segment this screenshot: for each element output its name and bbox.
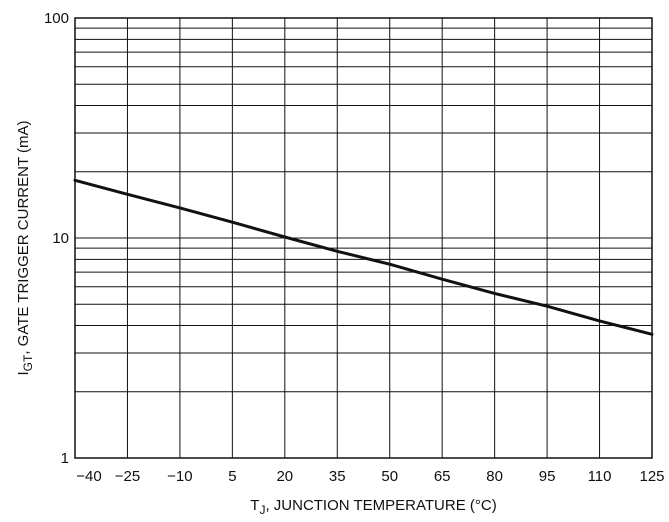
x-tick-label: 65: [434, 468, 451, 485]
y-tick-labels: 1 10 100: [44, 10, 69, 467]
grid: [74, 18, 653, 459]
x-axis-text: , JUNCTION TEMPERATURE (°C): [265, 497, 496, 514]
y-tick-label: 1: [61, 450, 69, 467]
x-tick-label: 20: [276, 468, 293, 485]
x-axis-symbol: T: [250, 497, 259, 514]
x-axis-title: TJ, JUNCTION TEMPERATURE (°C): [250, 497, 496, 517]
x-tick-label: 110: [588, 468, 612, 485]
x-tick-label: 5: [228, 468, 236, 485]
x-tick-label: −10: [167, 468, 192, 485]
x-tick-label: 125: [639, 468, 664, 485]
series-line: [73, 178, 654, 336]
y-tick-label: 100: [44, 10, 69, 27]
x-tick-label: −40: [76, 468, 101, 485]
y-axis-subscript: GT: [21, 354, 35, 371]
x-tick-label: 35: [329, 468, 346, 485]
y-axis-text: , GATE TRIGGER CURRENT (mA): [15, 120, 32, 354]
x-tick-labels: −40 −25 −10 5 20 35 50 65 80 95 110 125: [76, 468, 664, 485]
x-tick-label: 80: [486, 468, 503, 485]
y-axis-title: IGT, GATE TRIGGER CURRENT (mA): [15, 120, 35, 375]
x-axis-subscript: J: [259, 503, 265, 517]
x-tick-label: 95: [539, 468, 556, 485]
y-axis-symbol: I: [15, 371, 32, 375]
x-tick-label: 50: [381, 468, 398, 485]
x-tick-label: −25: [115, 468, 140, 485]
y-tick-label: 10: [52, 230, 69, 247]
plot-frame: [74, 17, 653, 459]
